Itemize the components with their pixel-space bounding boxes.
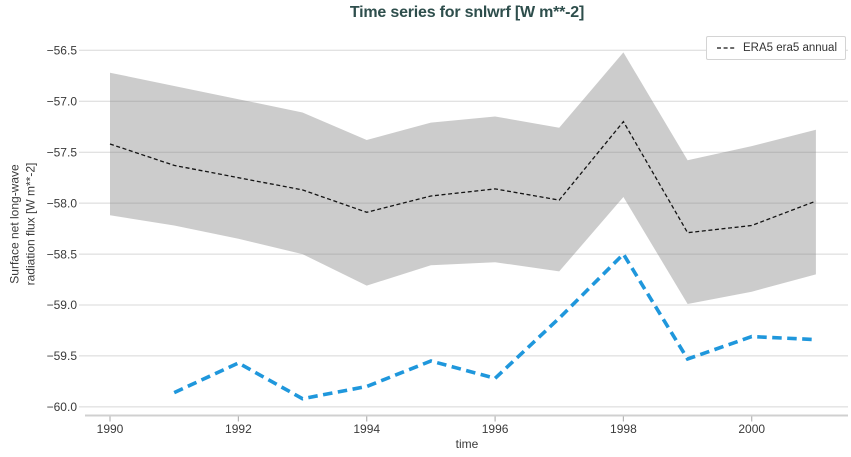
- y-tick-label: −59.0: [47, 298, 78, 312]
- x-tick-label: 1994: [353, 422, 380, 436]
- uncertainty-band: [110, 52, 816, 305]
- y-tick-label: −59.5: [47, 349, 78, 363]
- y-tick-label: −58.5: [47, 247, 78, 261]
- y-tick-label: −58.0: [47, 196, 78, 210]
- legend-label: ERA5 era5 annual: [743, 42, 837, 54]
- legend: ERA5 era5 annual: [706, 36, 846, 60]
- y-axis-label-line-1: Surface net long-wave: [7, 164, 22, 284]
- y-tick-label: −60.0: [47, 400, 78, 414]
- x-tick-label: 1998: [610, 422, 637, 436]
- y-axis-label-line-2: radiation flux [W m**-2]: [23, 162, 37, 286]
- blue-annual-line: [173, 251, 816, 401]
- era5-annual-line: [109, 120, 817, 234]
- legend-dash-sample-icon: [717, 47, 736, 49]
- chart-title: Time series for snlwrf [W m**-2]: [349, 4, 585, 21]
- y-tick-label: −57.0: [47, 95, 78, 109]
- x-tick-label: 2000: [738, 422, 765, 436]
- x-axis-label: time: [455, 437, 479, 451]
- y-tick-label: −56.5: [47, 44, 78, 58]
- x-tick-label: 1992: [225, 422, 252, 436]
- y-axis-label: Surface net long-wave radiation flux [W …: [7, 163, 38, 286]
- x-tick-label: 1996: [482, 422, 509, 436]
- x-tick-label: 1990: [97, 422, 124, 436]
- y-tick-label: −57.5: [47, 145, 78, 159]
